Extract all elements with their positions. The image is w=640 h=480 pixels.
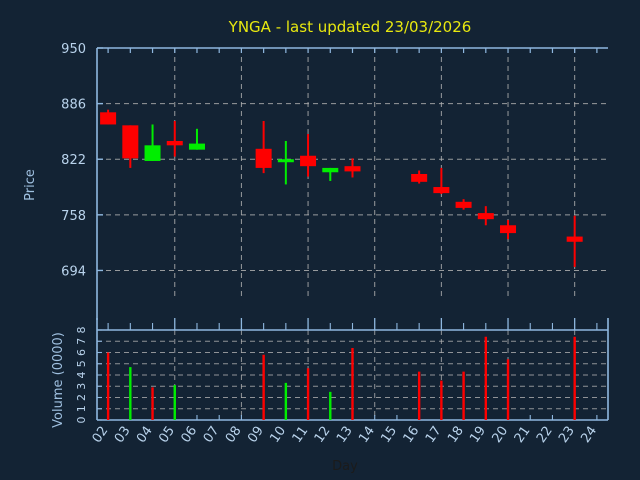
volume-tick-label: 0 — [75, 417, 88, 424]
price-axis-label: Price — [23, 169, 38, 201]
volume-bar — [306, 368, 310, 420]
volume-tick-labels: 0 1 2 3 4 5 6 7 8 — [75, 327, 88, 424]
volume-tick-label: 4 — [75, 372, 88, 379]
volume-bar — [106, 352, 110, 420]
volume-bar — [462, 371, 465, 420]
candlestick — [144, 124, 161, 161]
volume-bar — [151, 387, 154, 420]
volume-bar — [573, 336, 576, 420]
price-tick-label: 758 — [61, 209, 86, 224]
price-tick-label: 886 — [61, 98, 86, 113]
candlestick — [500, 220, 517, 240]
candlestick-series — [100, 109, 583, 267]
volume-tick-label: 8 — [75, 327, 88, 334]
volume-tick-label: 1 — [75, 405, 88, 412]
candlestick — [411, 170, 428, 184]
volume-axis-label: Volume (0000) — [51, 332, 66, 428]
volume-tick-label: 3 — [75, 383, 88, 390]
volume-tick-label: 5 — [75, 360, 88, 367]
price-plot-frame — [96, 47, 608, 320]
candlestick — [300, 134, 317, 177]
candlestick — [477, 206, 494, 226]
volume-bar — [440, 380, 443, 420]
candlestick — [277, 140, 294, 185]
volume-bar — [417, 371, 421, 420]
volume-bar — [173, 385, 176, 420]
volume-tick-label: 2 — [75, 394, 88, 401]
candlestick — [344, 158, 361, 178]
candlestick — [188, 128, 205, 150]
volume-bar — [262, 354, 265, 420]
day-tick-labels: 02 03 04 05 06 07 08 09 10 11 12 13 14 15 16 17 18 19 20 21… — [90, 424, 601, 446]
volume-bar — [484, 336, 488, 420]
candlestick — [433, 167, 450, 194]
volume-series — [106, 336, 576, 420]
candlestick — [455, 199, 472, 210]
chart-title: YNGA - last updated 23/03/2026 — [228, 18, 472, 36]
volume-bar — [129, 367, 132, 420]
volume-bar — [329, 391, 332, 420]
price-tick-label: 950 — [61, 42, 86, 57]
volume-tick-label: 6 — [75, 349, 88, 356]
candlestick — [322, 167, 339, 181]
price-tick-label: 822 — [61, 153, 86, 168]
price-gridlines — [97, 47, 608, 300]
volume-tick-label: 7 — [75, 338, 88, 345]
day-axis-label: Day — [332, 459, 358, 474]
price-tick-label: 694 — [61, 264, 86, 279]
candlestick — [566, 215, 583, 267]
candlestick — [122, 125, 139, 168]
volume-bar — [284, 382, 288, 420]
volume-bar — [506, 359, 510, 420]
candlestick — [100, 109, 117, 125]
volume-bar — [351, 348, 354, 420]
candlestick — [166, 120, 183, 157]
price-tick-labels: 950 886 822 758 694 — [61, 42, 86, 279]
candlestick — [255, 120, 272, 174]
